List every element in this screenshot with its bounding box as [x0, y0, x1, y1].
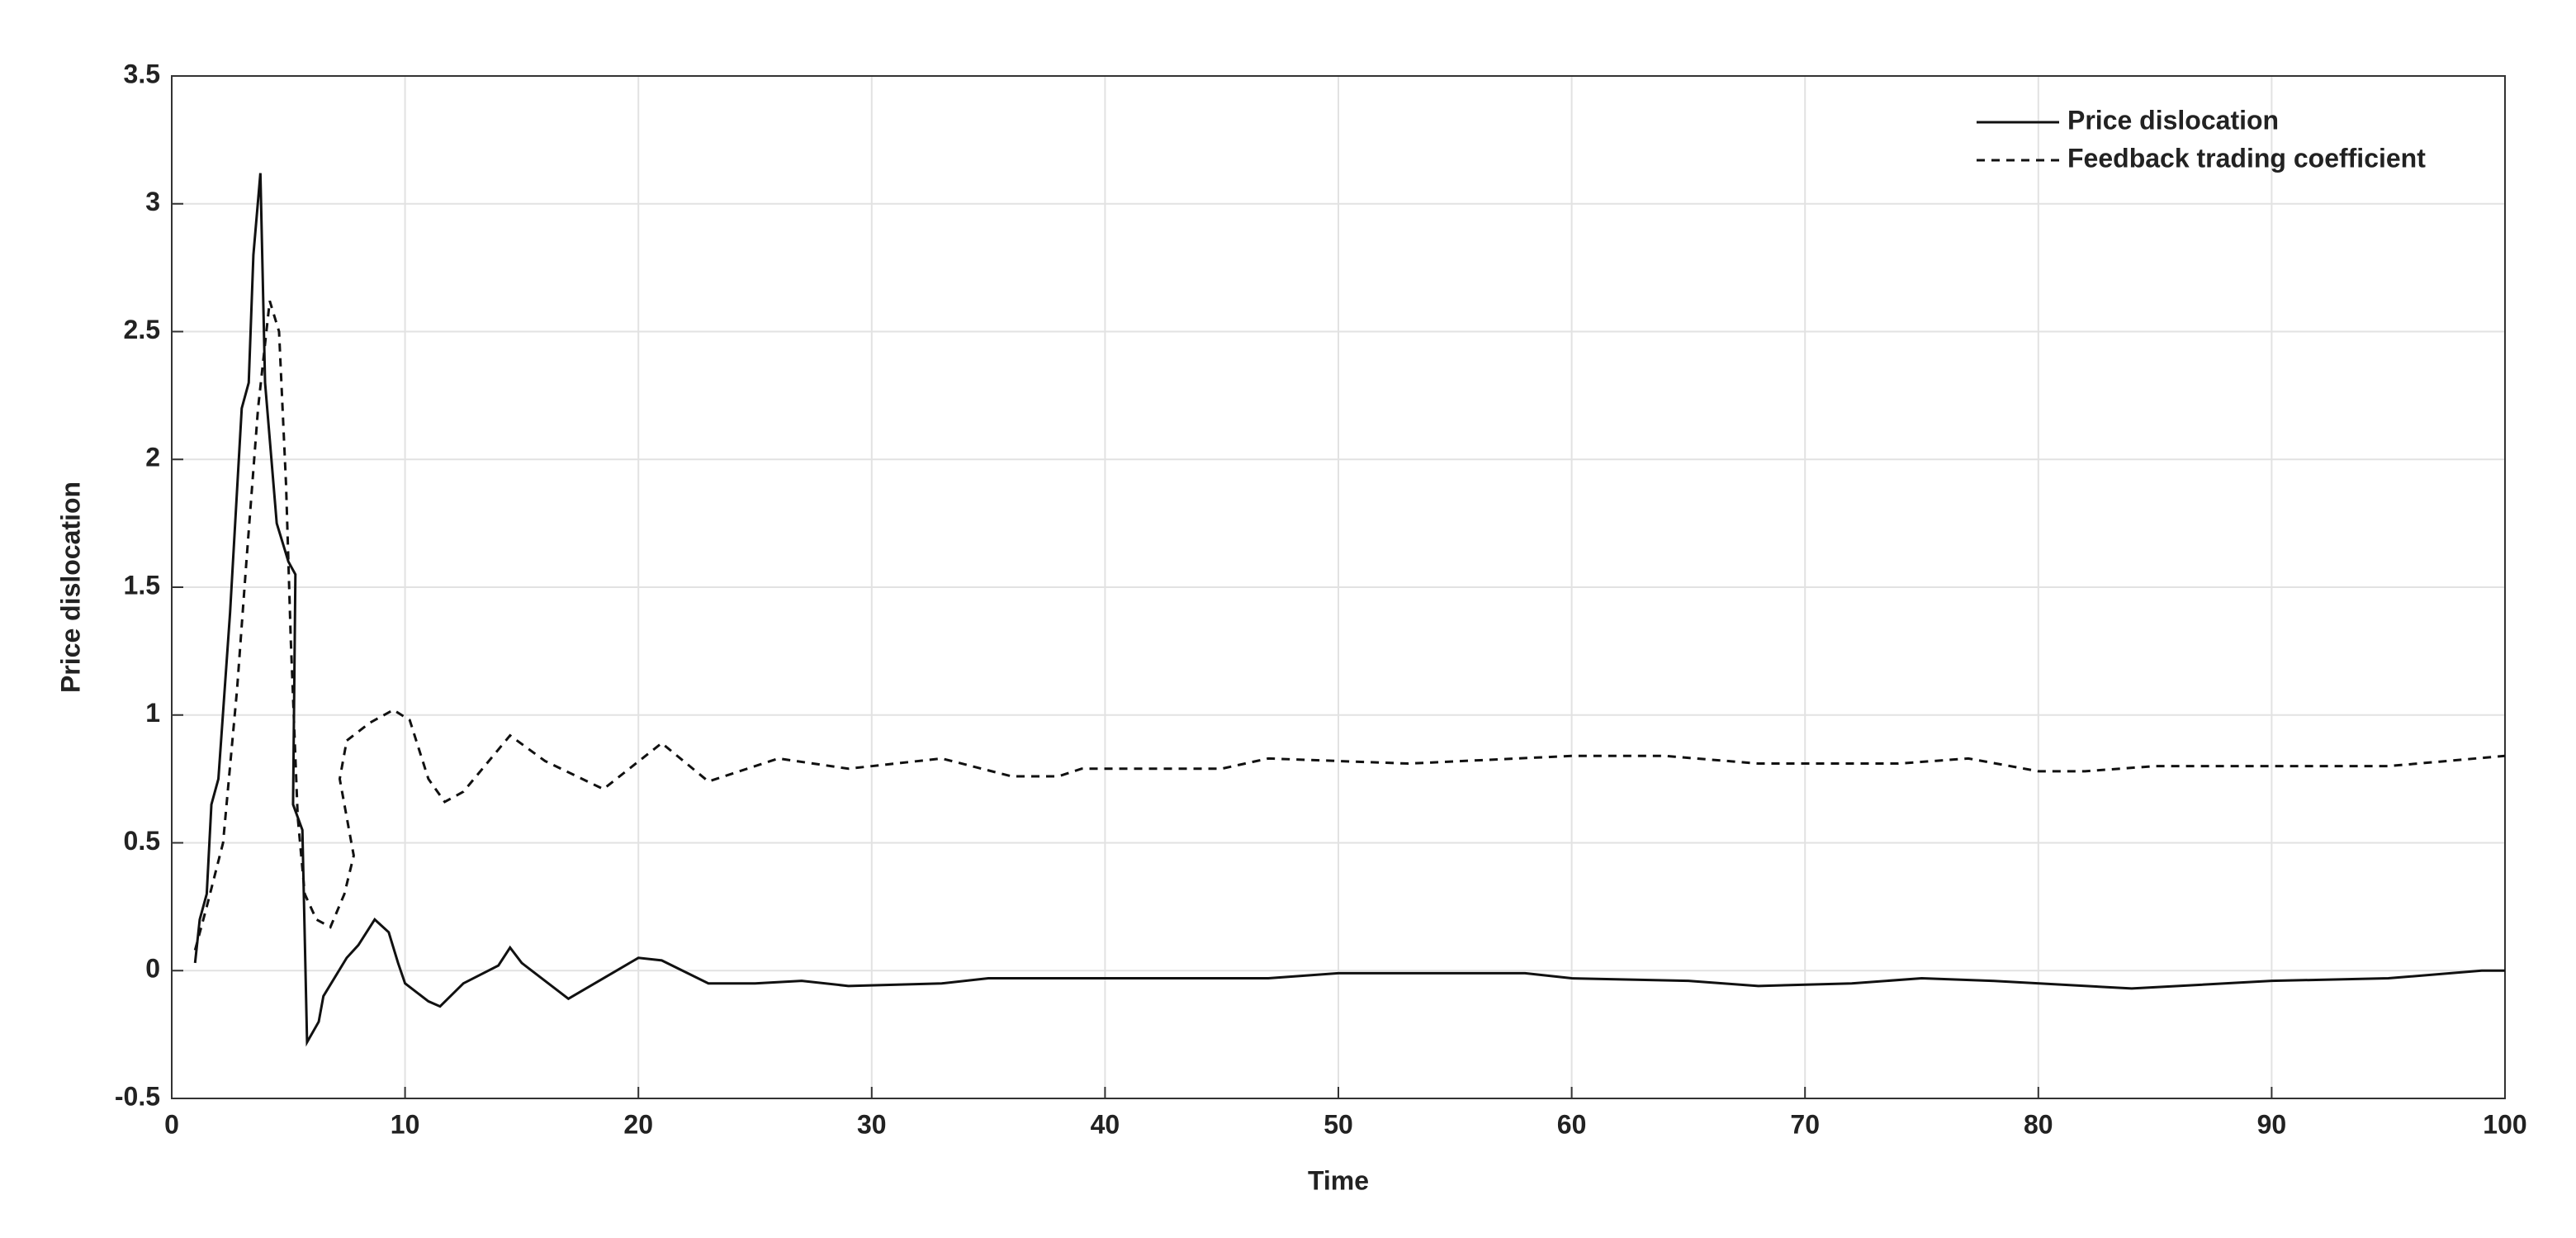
x-tick-label: 0	[164, 1109, 179, 1139]
x-tick-label: 50	[1324, 1109, 1353, 1139]
y-tick-label: 1	[145, 698, 160, 728]
y-tick-label: 3.5	[124, 59, 160, 88]
y-axis-label: Price dislocation	[55, 481, 85, 693]
y-tick-label: -0.5	[115, 1081, 160, 1111]
plot-frame	[171, 75, 2506, 1099]
legend-label: Price dislocation	[2067, 105, 2279, 135]
x-tick-label: 90	[2257, 1109, 2287, 1139]
y-tick-label: 0.5	[124, 826, 160, 856]
legend-label: Feedback trading coefficient	[2067, 143, 2426, 173]
x-tick-label: 70	[1790, 1109, 1820, 1139]
y-tick-label: 1.5	[124, 570, 160, 600]
x-tick-label: 60	[1557, 1109, 1587, 1139]
y-tick-label: 2.5	[124, 315, 160, 344]
x-tick-label: 100	[2483, 1109, 2526, 1139]
x-tick-label: 80	[2024, 1109, 2053, 1139]
y-tick-label: 2	[145, 443, 160, 472]
x-tick-label: 10	[391, 1109, 420, 1139]
series-line	[193, 173, 2505, 1047]
x-tick-label: 30	[857, 1109, 887, 1139]
y-tick-label: 0	[145, 954, 160, 984]
y-tick-label: 3	[145, 187, 160, 216]
x-tick-label: 20	[623, 1109, 653, 1139]
x-axis-label: Time	[1308, 1165, 1369, 1195]
x-tick-label: 40	[1091, 1109, 1120, 1139]
